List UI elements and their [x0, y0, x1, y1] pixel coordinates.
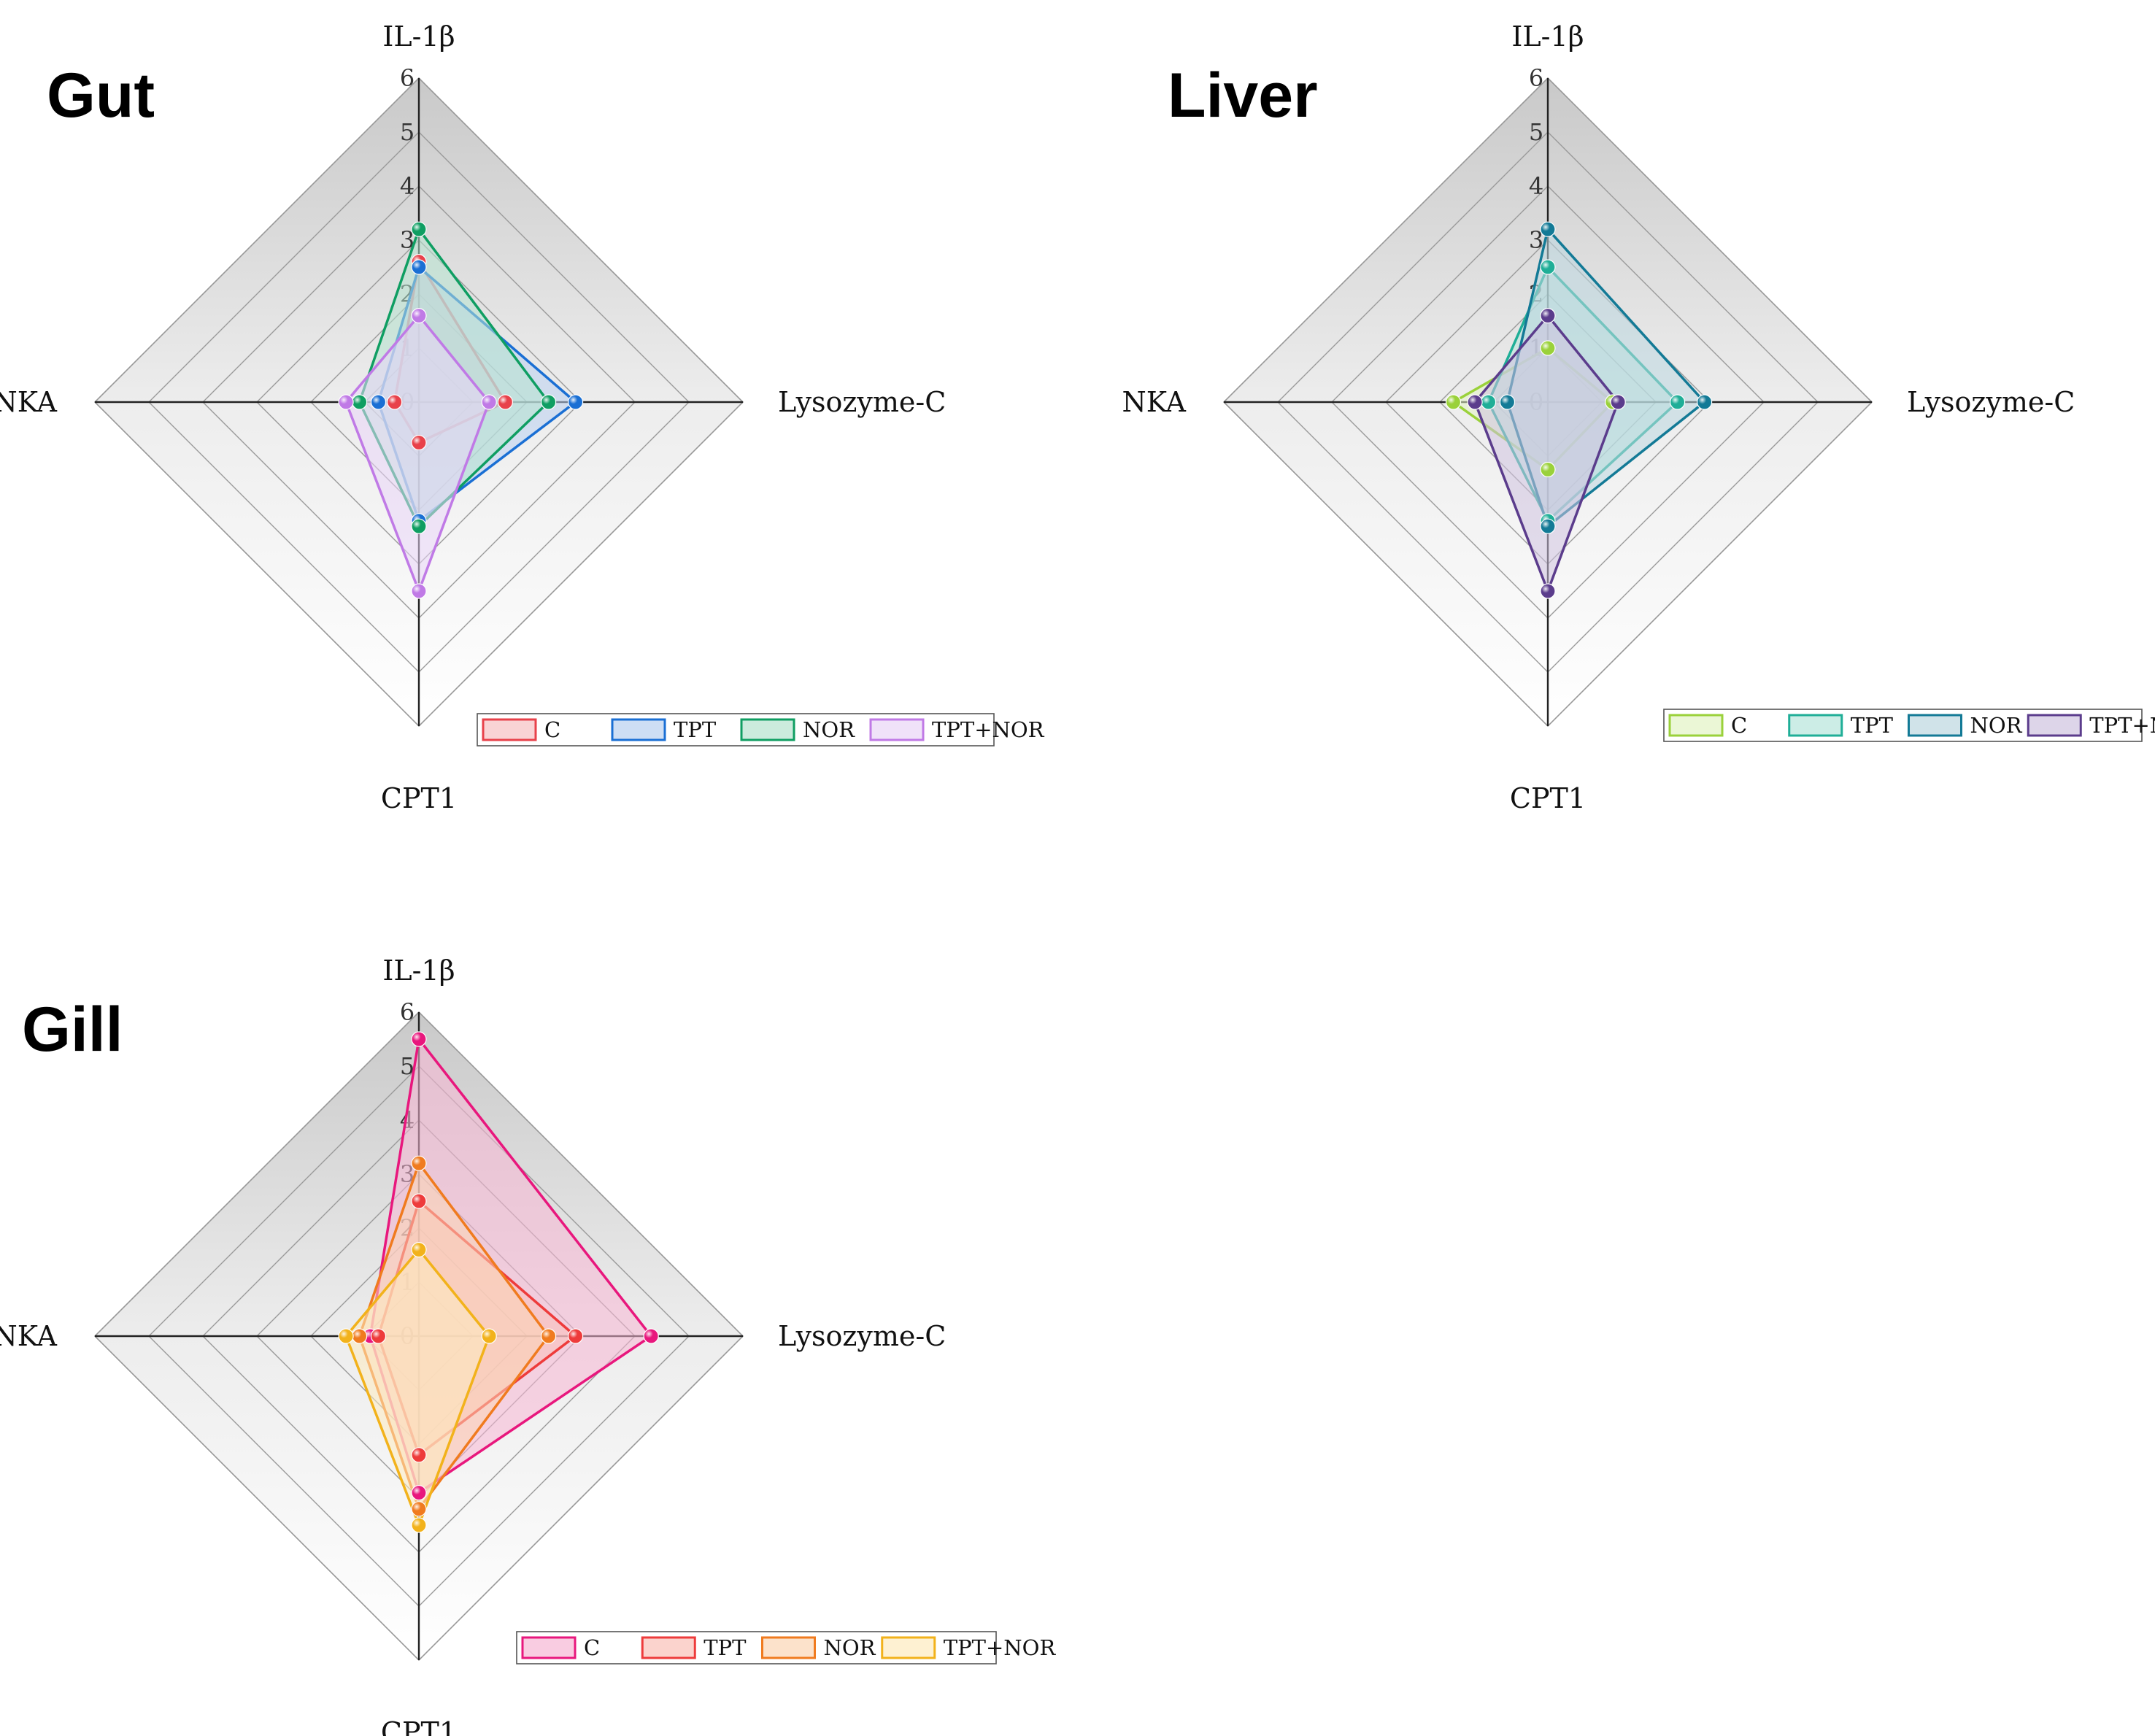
tick-label: 4	[1529, 172, 1543, 200]
data-point-highlight	[412, 1242, 426, 1257]
legend: C TPT NOR TPT+NOR	[516, 1631, 1057, 1664]
data-point-highlight	[1541, 260, 1555, 274]
legend-label: NOR	[1970, 713, 2023, 738]
data-point-highlight	[371, 395, 386, 409]
data-point-highlight	[482, 395, 497, 409]
legend-label: TPT+NOR	[2089, 713, 2155, 738]
data-point-highlight	[412, 519, 426, 534]
tick-label: 6	[1529, 64, 1543, 92]
data-point-highlight	[1541, 341, 1555, 355]
data-point-highlight	[1697, 395, 1712, 409]
data-point-highlight	[1541, 308, 1555, 323]
legend-swatch	[1668, 714, 1724, 737]
tick-label: 5	[400, 118, 415, 146]
data-point-highlight	[371, 1329, 386, 1343]
data-point-highlight	[412, 1194, 426, 1208]
legend-label: C	[1731, 713, 1747, 738]
axis-label: IL-1β	[382, 954, 455, 987]
data-point-highlight	[412, 584, 426, 598]
legend-swatch	[641, 1636, 696, 1659]
data-point-highlight	[1541, 584, 1555, 598]
data-point-highlight	[412, 222, 426, 237]
data-point-highlight	[412, 1485, 426, 1500]
legend-swatch	[881, 1636, 936, 1659]
axis-label: CPT1	[1510, 782, 1586, 814]
data-point-highlight	[1446, 395, 1461, 409]
data-point-highlight	[412, 308, 426, 323]
data-point-highlight	[1500, 395, 1515, 409]
data-point-highlight	[387, 395, 402, 409]
data-point-highlight	[498, 395, 513, 409]
legend: C TPT NOR TPT+NOR	[1663, 709, 2155, 742]
axis-label: CPT1	[381, 782, 457, 814]
panel-title: Liver	[1168, 61, 1318, 131]
tick-label: 3	[400, 226, 415, 254]
legend-label: TPT+NOR	[944, 1635, 1057, 1660]
axis-label: Lysozyme-C	[778, 386, 946, 418]
axis-label: Lysozyme-C	[778, 1320, 946, 1352]
radar-panel-gill: 0123456IL-1βLysozyme-CCPT1NKAGillCTPTNOR…	[0, 954, 1056, 1736]
axis-label: IL-1β	[382, 20, 455, 53]
legend-label: TPT	[674, 717, 717, 742]
data-point-highlight	[412, 260, 426, 274]
legend-swatch	[611, 718, 666, 741]
legend-swatch	[521, 1636, 577, 1659]
data-point-highlight	[412, 1032, 426, 1046]
data-point-highlight	[568, 395, 583, 409]
data-point-highlight	[541, 395, 556, 409]
legend-swatch	[869, 718, 925, 741]
legend-label: TPT	[1851, 713, 1894, 738]
data-point-highlight	[412, 1501, 426, 1516]
tick-label: 5	[1529, 118, 1543, 146]
data-point-highlight	[352, 395, 367, 409]
legend-swatch	[761, 1636, 816, 1659]
legend-label: C	[584, 1635, 600, 1660]
radar-panel-gut: 0123456IL-1βLysozyme-CCPT1NKAGutCTPTNORT…	[0, 20, 1045, 814]
data-point-highlight	[644, 1329, 659, 1343]
axis-label: NKA	[0, 386, 58, 418]
legend-label: NOR	[803, 717, 855, 742]
axis-label: CPT1	[381, 1716, 457, 1736]
data-point-highlight	[339, 395, 354, 409]
axis-label: NKA	[0, 1320, 58, 1352]
data-point-highlight	[412, 1518, 426, 1532]
legend-swatch	[1788, 714, 1843, 737]
radar-panel-liver: 0123456IL-1βLysozyme-CCPT1NKALiverCTPTNO…	[1122, 20, 2155, 814]
data-point-highlight	[541, 1329, 556, 1343]
legend-swatch	[1908, 714, 1962, 737]
data-point-highlight	[1468, 395, 1483, 409]
data-point-highlight	[412, 1447, 426, 1462]
data-point-highlight	[482, 1329, 497, 1343]
data-point-highlight	[412, 435, 426, 450]
legend: C TPT NOR TPT+NOR	[477, 713, 1045, 747]
data-point-highlight	[568, 1329, 583, 1343]
data-point-highlight	[1481, 395, 1496, 409]
tick-label: 4	[400, 172, 415, 200]
tick-label: 6	[400, 998, 415, 1026]
data-point-highlight	[1541, 462, 1555, 477]
axis-label: Lysozyme-C	[1907, 386, 2075, 418]
data-point-highlight	[352, 1329, 367, 1343]
legend-label: NOR	[824, 1635, 876, 1660]
tick-label: 3	[1529, 226, 1543, 254]
panel-title: Gut	[47, 61, 155, 131]
legend-label: C	[544, 717, 560, 742]
legend-swatch	[2027, 714, 2082, 737]
tick-label: 5	[400, 1052, 415, 1080]
data-point-highlight	[1541, 519, 1555, 534]
data-point-highlight	[1611, 395, 1626, 409]
axis-label: IL-1β	[1511, 20, 1584, 53]
axis-label: NKA	[1122, 386, 1186, 418]
data-point-highlight	[1541, 222, 1555, 237]
data-point-highlight	[1670, 395, 1685, 409]
data-point-highlight	[339, 1329, 354, 1343]
tick-label: 6	[400, 64, 415, 92]
data-point-highlight	[412, 1156, 426, 1171]
legend-label: TPT	[703, 1635, 747, 1660]
legend-swatch	[740, 718, 795, 741]
panel-title: Gill	[22, 995, 123, 1065]
legend-label: TPT+NOR	[932, 717, 1045, 742]
legend-swatch	[482, 718, 537, 741]
